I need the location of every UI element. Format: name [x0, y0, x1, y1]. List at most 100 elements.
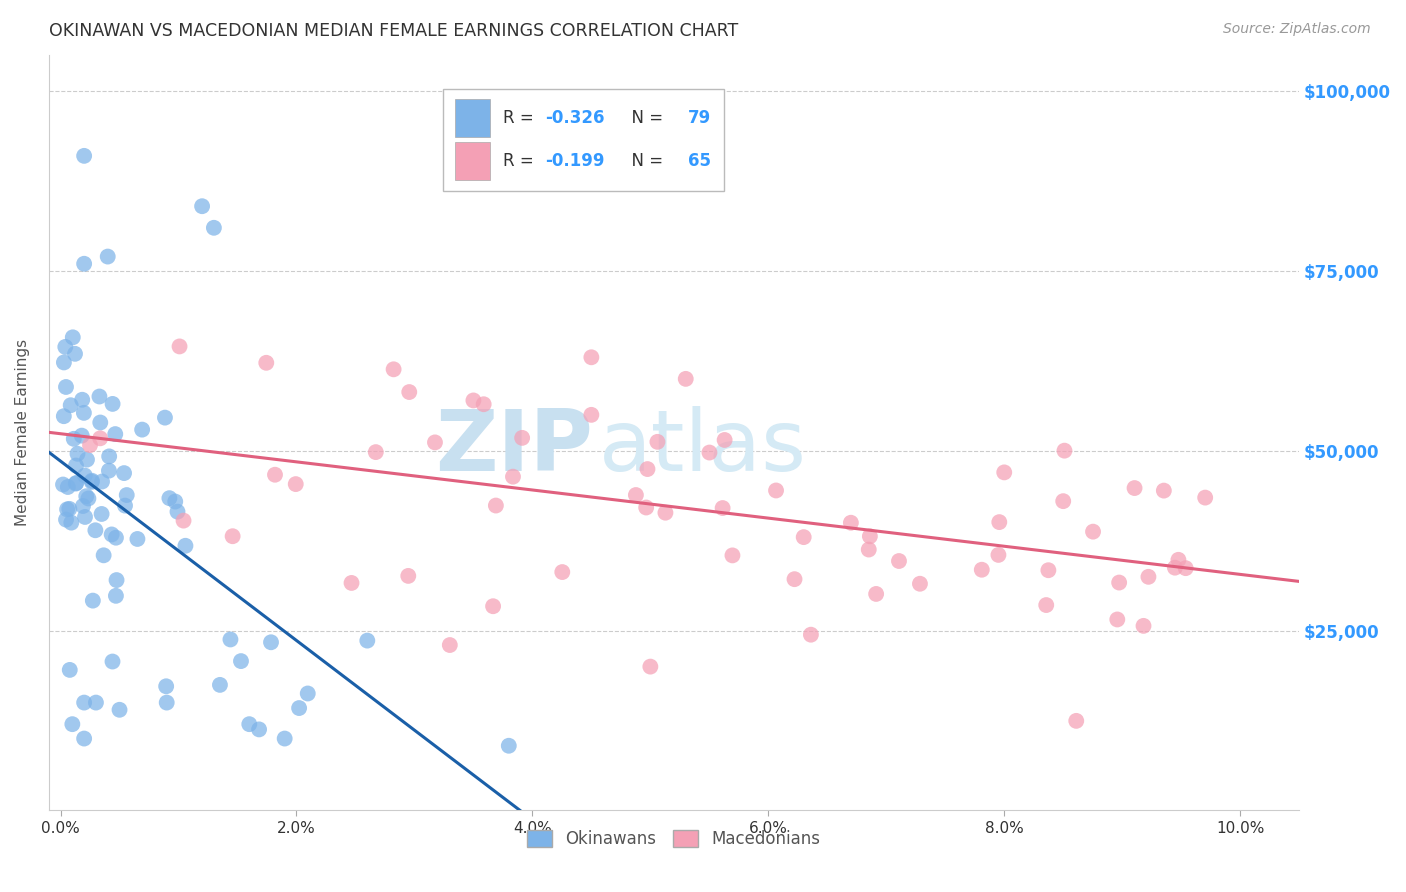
- Bar: [456, 142, 491, 180]
- Point: [1081, 524, 1104, 539]
- Point: [1167, 553, 1189, 567]
- Point: [247, 723, 270, 737]
- Point: [581, 351, 603, 365]
- Point: [108, 703, 131, 717]
- Point: [887, 554, 910, 568]
- Point: [174, 539, 197, 553]
- Point: [1064, 714, 1087, 728]
- Point: [721, 549, 744, 563]
- Point: [865, 587, 887, 601]
- Point: [105, 573, 128, 587]
- Point: [56, 480, 79, 494]
- Point: [839, 516, 862, 530]
- Point: [89, 416, 111, 430]
- Point: [55, 513, 77, 527]
- Point: [97, 464, 120, 478]
- Point: [73, 696, 96, 710]
- Point: [56, 502, 79, 516]
- Point: [382, 362, 405, 376]
- Point: [1035, 598, 1057, 612]
- Point: [396, 569, 419, 583]
- Point: [93, 549, 115, 563]
- Point: [858, 542, 880, 557]
- Point: [62, 432, 84, 446]
- Text: N =: N =: [621, 152, 669, 169]
- Point: [364, 445, 387, 459]
- Point: [624, 488, 647, 502]
- Point: [993, 466, 1015, 480]
- Point: [264, 467, 287, 482]
- Point: [356, 633, 378, 648]
- Point: [498, 739, 520, 753]
- Point: [65, 476, 87, 491]
- Point: [82, 593, 104, 607]
- Point: [104, 589, 127, 603]
- Point: [114, 499, 136, 513]
- Point: [58, 501, 80, 516]
- Point: [60, 516, 83, 530]
- Point: [1123, 481, 1146, 495]
- Point: [398, 385, 420, 400]
- Point: [793, 530, 815, 544]
- Point: [55, 380, 77, 394]
- Point: [153, 410, 176, 425]
- Point: [62, 330, 84, 344]
- Point: [169, 339, 191, 353]
- Point: [581, 408, 603, 422]
- Point: [988, 515, 1011, 529]
- Point: [73, 731, 96, 746]
- Point: [202, 220, 225, 235]
- Point: [219, 632, 242, 647]
- Point: [65, 458, 87, 473]
- Point: [156, 696, 179, 710]
- Point: [112, 466, 135, 480]
- Point: [987, 548, 1010, 562]
- Point: [1052, 494, 1074, 508]
- Point: [65, 475, 87, 490]
- Point: [675, 372, 697, 386]
- Point: [1153, 483, 1175, 498]
- Point: [1164, 560, 1187, 574]
- Point: [284, 477, 307, 491]
- Point: [340, 576, 363, 591]
- Point: [84, 523, 107, 537]
- Point: [70, 392, 93, 407]
- Text: 65: 65: [688, 152, 710, 169]
- Point: [60, 717, 83, 731]
- Bar: [456, 99, 491, 136]
- Point: [131, 423, 153, 437]
- Point: [91, 475, 114, 489]
- Point: [485, 499, 508, 513]
- Point: [101, 397, 124, 411]
- Text: 79: 79: [688, 109, 711, 127]
- Point: [229, 654, 252, 668]
- Point: [699, 445, 721, 459]
- Point: [637, 462, 659, 476]
- Point: [73, 510, 96, 524]
- Point: [80, 474, 103, 488]
- Point: [711, 501, 734, 516]
- FancyBboxPatch shape: [443, 89, 724, 191]
- Text: -0.326: -0.326: [546, 109, 605, 127]
- Point: [165, 494, 187, 508]
- Point: [63, 347, 86, 361]
- Point: [1107, 612, 1129, 626]
- Point: [221, 529, 243, 543]
- Point: [73, 468, 96, 483]
- Point: [238, 717, 260, 731]
- Text: OKINAWAN VS MACEDONIAN MEDIAN FEMALE EARNINGS CORRELATION CHART: OKINAWAN VS MACEDONIAN MEDIAN FEMALE EAR…: [49, 22, 738, 40]
- Point: [52, 409, 75, 424]
- Point: [640, 659, 662, 673]
- Point: [66, 447, 89, 461]
- Point: [800, 628, 823, 642]
- Point: [439, 638, 461, 652]
- Point: [104, 531, 127, 545]
- Point: [52, 355, 75, 369]
- Text: -0.199: -0.199: [546, 152, 605, 169]
- Point: [89, 431, 111, 445]
- Point: [765, 483, 787, 498]
- Point: [472, 397, 495, 411]
- Point: [783, 572, 806, 586]
- Point: [173, 514, 195, 528]
- Point: [80, 475, 103, 489]
